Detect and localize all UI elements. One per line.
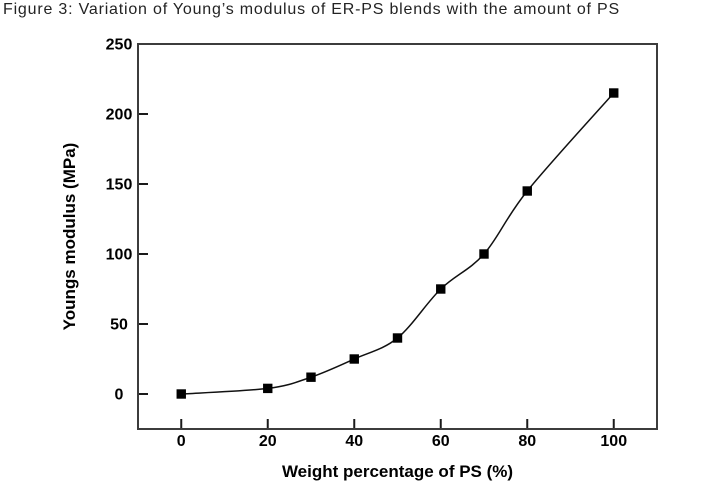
y-tick-label: 250 [106, 37, 133, 54]
x-tick-label: 20 [259, 433, 277, 450]
x-axis-title: Weight percentage of PS (%) [282, 462, 513, 481]
figure-title: Figure 3: Variation of Young’s modulus o… [3, 1, 620, 18]
data-point-marker [306, 372, 316, 382]
plot-frame [137, 43, 658, 430]
x-tick-label: 80 [518, 433, 536, 450]
x-tick-label: 100 [600, 433, 627, 450]
data-point-marker [392, 333, 403, 343]
data-point-marker [176, 389, 186, 399]
data-point-marker [349, 354, 359, 364]
data-point-marker [479, 249, 489, 259]
data-point-marker [609, 88, 619, 98]
data-point-marker [263, 383, 273, 394]
y-tick-label: 50 [110, 317, 128, 334]
x-tick-label: 40 [345, 433, 363, 450]
data-series-line [181, 92, 615, 395]
x-tick-label: 60 [432, 433, 450, 450]
data-point-marker [522, 186, 532, 196]
y-tick-label: 150 [106, 177, 133, 194]
data-point-marker [436, 284, 446, 294]
x-tick-label: 0 [177, 433, 186, 450]
y-tick-label: 0 [115, 387, 124, 404]
y-tick-label: 100 [106, 247, 133, 264]
y-axis-title: Youngs modulus (MPa) [60, 143, 79, 331]
y-tick-label: 200 [106, 107, 133, 124]
